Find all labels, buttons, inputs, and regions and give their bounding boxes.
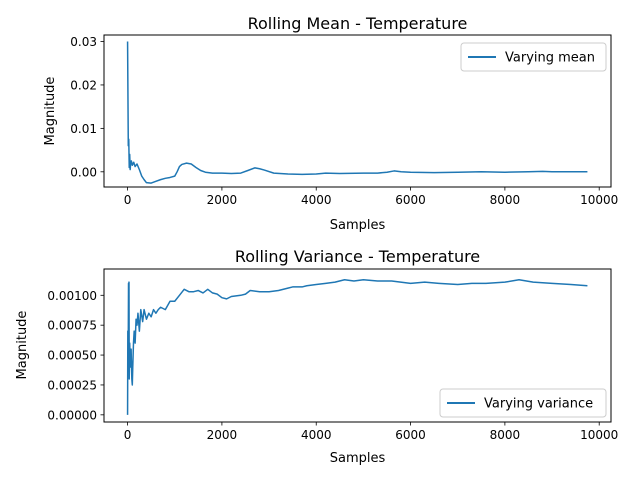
series-line <box>126 41 588 184</box>
x-axis-label: Samples <box>330 218 386 233</box>
legend-box <box>460 42 607 72</box>
x-tick-label: 0 <box>124 193 132 207</box>
y-tick-label: 0.02 <box>70 78 97 92</box>
x-tick-label: 6000 <box>395 193 426 207</box>
y-axis-ticks: 0.00 0.01 0.02 0.03 <box>70 35 104 179</box>
legend: Varying mean <box>460 42 607 72</box>
x-tick-label: 6000 <box>395 428 426 442</box>
y-axis-label: Magnitude <box>43 77 58 146</box>
x-axis-ticks: 0 2000 4000 6000 8000 10000 <box>124 187 618 207</box>
legend-label: Varying variance <box>484 397 593 412</box>
x-tick-label: 10000 <box>580 193 618 207</box>
y-axis-ticks: 0.00000 0.00025 0.00050 0.00075 0.00100 <box>47 289 104 422</box>
plot-frame <box>103 34 612 188</box>
data-layer <box>126 41 588 184</box>
x-axis-label: Samples <box>330 451 386 466</box>
y-tick-label: 0.00050 <box>47 349 97 363</box>
y-tick-label: 0.00000 <box>47 408 97 422</box>
x-tick-label: 2000 <box>207 193 238 207</box>
y-tick-label: 0.00075 <box>47 319 97 333</box>
x-tick-label: 10000 <box>580 428 618 442</box>
data-layer <box>126 279 588 415</box>
x-axis-ticks: 0 2000 4000 6000 8000 10000 <box>124 422 618 442</box>
chart-title: Rolling Variance - Temperature <box>235 247 480 266</box>
y-axis-label: Magnitude <box>15 311 30 380</box>
y-tick-label: 0.01 <box>70 122 97 136</box>
x-tick-label: 4000 <box>301 428 332 442</box>
subplot-rolling-mean: Rolling Mean - Temperature 0 2000 4000 6000… <box>43 14 618 233</box>
series-line <box>126 279 588 415</box>
plot-frame <box>103 268 612 423</box>
x-tick-label: 0 <box>124 428 132 442</box>
x-tick-label: 4000 <box>301 193 332 207</box>
x-tick-label: 8000 <box>490 193 521 207</box>
x-tick-label: 8000 <box>490 428 521 442</box>
legend-label: Varying mean <box>505 51 595 66</box>
legend-box <box>439 388 607 418</box>
y-tick-label: 0.00100 <box>47 289 97 303</box>
x-tick-label: 2000 <box>207 428 238 442</box>
chart-title: Rolling Mean - Temperature <box>248 14 468 33</box>
y-tick-label: 0.00 <box>70 165 97 179</box>
y-tick-label: 0.00025 <box>47 378 97 392</box>
y-tick-label: 0.03 <box>70 35 97 49</box>
legend: Varying variance <box>439 388 607 418</box>
subplot-rolling-variance: Rolling Variance - Temperature 0 2000 4000… <box>15 247 618 466</box>
